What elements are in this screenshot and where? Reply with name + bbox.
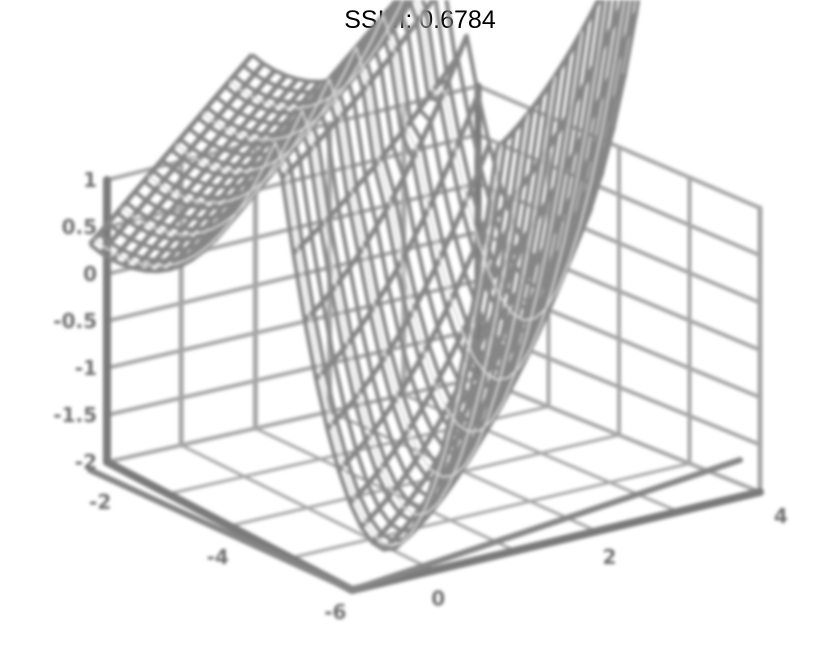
z-tick-label: 1 (83, 168, 97, 192)
grid-line (476, 278, 762, 400)
grid-line (476, 84, 762, 210)
mesh-column (133, 77, 300, 271)
z-tick-label: -1 (75, 356, 97, 380)
mesh-column (495, 0, 602, 151)
mesh-column (472, 11, 639, 300)
mesh-column (359, 241, 526, 529)
mesh-column (325, 143, 492, 431)
mesh-highlight (93, 141, 503, 547)
mesh-highlight (120, 109, 530, 516)
x-tick-label: 2 (603, 545, 617, 569)
mesh-column (144, 79, 311, 273)
x-tick-label: 4 (774, 504, 788, 528)
z-tick-label: 0 (83, 262, 97, 286)
surface-front-edge (87, 467, 355, 593)
grid-line (289, 462, 691, 560)
mesh-highlight (201, 0, 608, 381)
z-tick-label: 0.5 (62, 215, 97, 239)
mesh-column (99, 61, 266, 255)
mesh-column (449, 126, 616, 414)
mesh-highlight (147, 75, 557, 478)
y-tick-label: -2 (89, 490, 111, 514)
mesh-highlight (174, 30, 584, 433)
mesh-column (268, 0, 401, 150)
mesh-column (314, 93, 481, 381)
mesh-column (336, 184, 503, 472)
z-tick-label: -1.5 (53, 403, 97, 427)
mesh-column (483, 0, 627, 230)
y-tick-label: -4 (207, 545, 229, 569)
mesh-column (461, 73, 628, 361)
mesh-column (438, 170, 605, 459)
mesh-column (370, 257, 537, 545)
mesh-column (122, 73, 288, 267)
y-tick-label: -6 (324, 600, 346, 624)
tick-labels: 1 0.5 0 -0.5 -1 -1.5 -2 -2 -4 -6 0 2 4 (53, 168, 788, 624)
mesh-column (382, 264, 549, 552)
mesh-column (155, 80, 322, 273)
surface-front-edge (349, 457, 743, 593)
x-axis-line (348, 488, 764, 594)
mesh-column (88, 53, 254, 246)
z-tick-label: -2 (75, 450, 97, 474)
mesh-column (280, 0, 436, 180)
floor-lines (87, 457, 743, 593)
grid-line (476, 376, 762, 494)
x-tick-label: 0 (431, 586, 445, 610)
z-tick-label: -0.5 (53, 309, 97, 333)
mesh-column (110, 68, 277, 262)
mesh-column (291, 58, 458, 256)
mesh-highlight (228, 0, 626, 322)
surface-mesh (88, 0, 641, 552)
mesh-column (257, 0, 410, 174)
mesh-column (302, 34, 470, 323)
